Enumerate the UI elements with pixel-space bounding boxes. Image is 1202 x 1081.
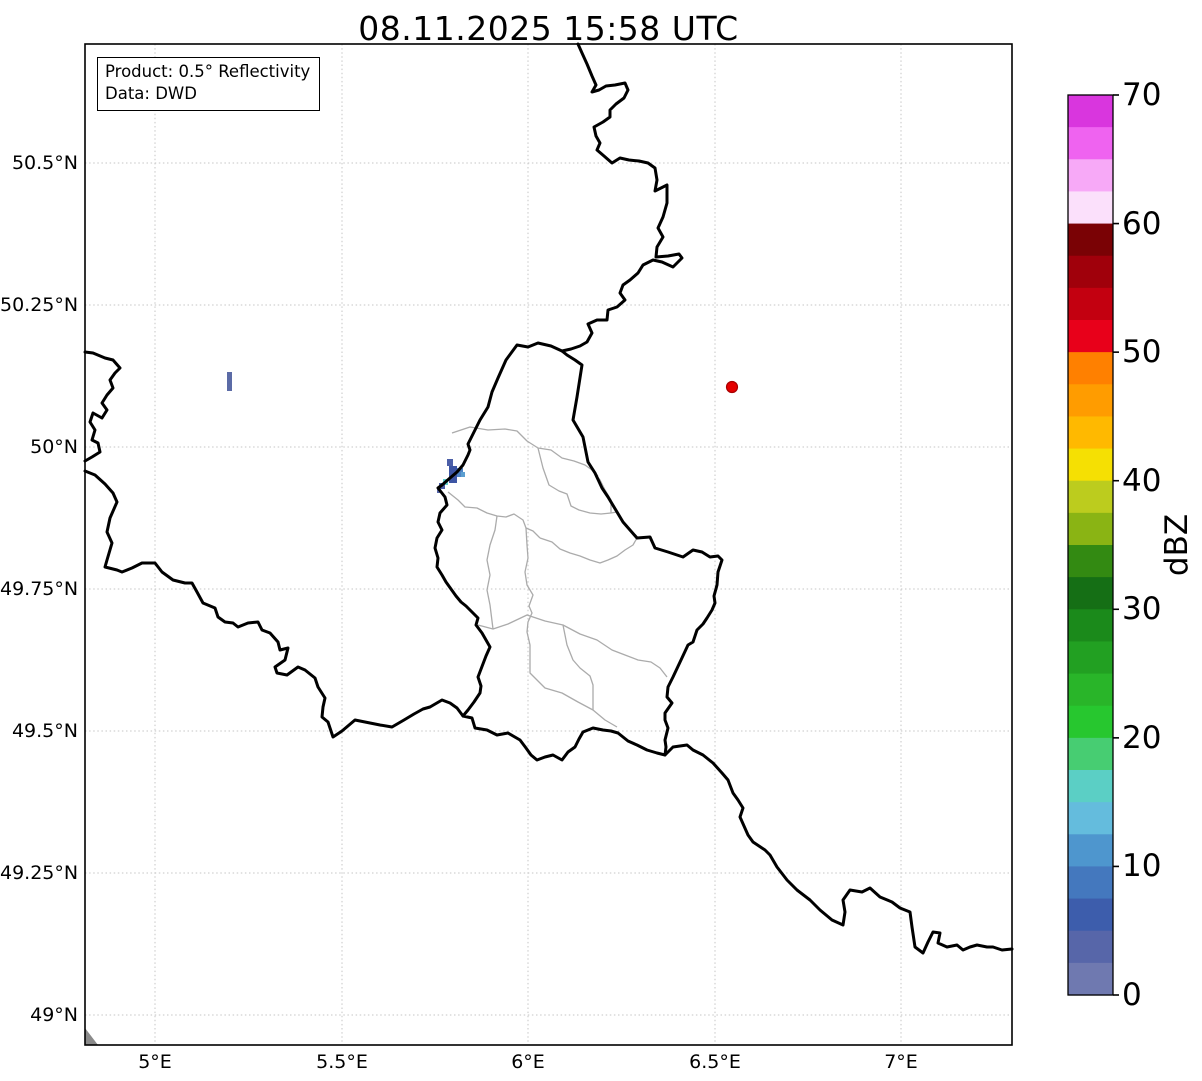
district-line bbox=[524, 527, 618, 728]
colorbar-segment bbox=[1068, 770, 1113, 803]
y-tick-label: 50.25°N bbox=[0, 294, 79, 316]
colorbar-tick-label: 40 bbox=[1122, 462, 1162, 499]
district-line bbox=[539, 537, 638, 564]
y-tick-label: 49.5°N bbox=[11, 720, 78, 742]
colorbar-segment bbox=[1068, 705, 1113, 739]
district-borders bbox=[447, 426, 668, 728]
product-line: Product: 0.5° Reflectivity bbox=[105, 62, 311, 81]
border-belgium-germany bbox=[560, 42, 684, 353]
colorbar-segment bbox=[1068, 223, 1113, 257]
x-tick-label: 6.5°E bbox=[689, 1051, 741, 1073]
colorbar-tick-label: 20 bbox=[1122, 719, 1162, 756]
colorbar-segment bbox=[1068, 641, 1113, 675]
colorbar-segment bbox=[1068, 320, 1113, 353]
district-line bbox=[562, 624, 594, 710]
colorbar-segment bbox=[1068, 512, 1113, 546]
colorbar-segment bbox=[1068, 127, 1113, 160]
district-line bbox=[486, 515, 498, 630]
colorbar-segment bbox=[1068, 287, 1113, 321]
border-luxembourg bbox=[433, 341, 724, 762]
country-borders bbox=[83, 42, 1014, 955]
district-line bbox=[591, 469, 612, 513]
colorbar-unit-label: dBZ bbox=[1159, 513, 1195, 577]
plot-frame bbox=[84, 43, 1013, 1046]
colorbar bbox=[1067, 94, 1119, 996]
border-france-belgium bbox=[83, 469, 465, 739]
x-tick-label: 7°E bbox=[884, 1051, 918, 1073]
colorbar-segment bbox=[1068, 898, 1113, 932]
colorbar-segment bbox=[1068, 95, 1113, 128]
radar-echoes bbox=[227, 372, 465, 493]
graticule bbox=[85, 44, 1012, 1045]
product-annotation-box: Product: 0.5° Reflectivity Data: DWD bbox=[97, 57, 321, 111]
border-france-germany bbox=[663, 743, 1014, 955]
colorbar-tick-label: 60 bbox=[1122, 205, 1162, 242]
colorbar-segment bbox=[1068, 416, 1113, 450]
colorbar-tick-label: 50 bbox=[1122, 334, 1162, 371]
colorbar-tick-label: 70 bbox=[1122, 77, 1162, 113]
colorbar-segment bbox=[1068, 577, 1113, 610]
colorbar-segment bbox=[1068, 191, 1113, 225]
y-tick-label: 49°N bbox=[30, 1004, 78, 1026]
colorbar-segment bbox=[1068, 159, 1113, 193]
border-france-belgium-west bbox=[83, 350, 122, 463]
colorbar-segment bbox=[1068, 930, 1113, 964]
plot-title: 08.11.2025 15:58 UTC bbox=[358, 9, 739, 48]
x-tick-label: 6°E bbox=[511, 1051, 545, 1073]
district-line bbox=[477, 614, 668, 678]
colorbar-tick-label: 10 bbox=[1122, 848, 1162, 885]
y-tick-label: 49.25°N bbox=[0, 862, 79, 884]
colorbar-segment bbox=[1068, 352, 1113, 385]
y-tick-label: 50.5°N bbox=[11, 152, 78, 174]
echo-cell bbox=[461, 472, 465, 477]
colorbar-outline bbox=[1067, 94, 1114, 996]
colorbar-segment bbox=[1068, 802, 1113, 835]
colorbar-segment bbox=[1068, 255, 1113, 289]
data-source-line: Data: DWD bbox=[105, 83, 197, 103]
colorbar-segment bbox=[1068, 737, 1113, 771]
y-tick-label: 49.75°N bbox=[0, 578, 79, 600]
x-tick-label: 5°E bbox=[138, 1051, 172, 1073]
y-tick-label: 50°N bbox=[30, 436, 78, 458]
colorbar-segment bbox=[1068, 545, 1113, 578]
colorbar-segment bbox=[1068, 384, 1113, 418]
district-line bbox=[537, 447, 618, 515]
colorbar-segment bbox=[1068, 962, 1113, 996]
echo-cell bbox=[447, 459, 453, 466]
echo-cell bbox=[457, 468, 463, 477]
radar-site-marker bbox=[725, 380, 739, 394]
colorbar-segment bbox=[1068, 609, 1113, 643]
colorbar-segment bbox=[1068, 673, 1113, 707]
colorbar-tick-label: 0 bbox=[1122, 977, 1142, 1013]
colorbar-segment bbox=[1068, 834, 1113, 868]
echo-cell bbox=[227, 372, 232, 391]
colorbar-segment bbox=[1068, 448, 1113, 482]
district-line bbox=[447, 491, 541, 539]
x-tick-label: 5.5°E bbox=[316, 1051, 368, 1073]
red-point-marker bbox=[725, 380, 739, 394]
colorbar-segment bbox=[1068, 866, 1113, 900]
corner-terrain-wedge bbox=[85, 1028, 98, 1045]
colorbar-segment bbox=[1068, 480, 1113, 514]
colorbar-tick-label: 30 bbox=[1122, 591, 1162, 628]
